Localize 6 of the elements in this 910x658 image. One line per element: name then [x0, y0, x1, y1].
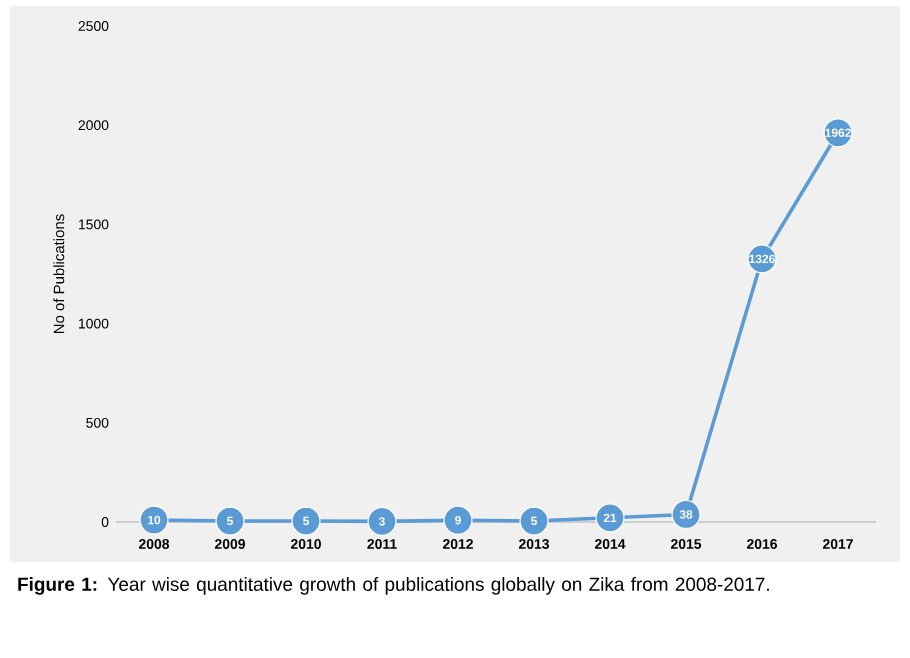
- point: [443, 505, 473, 535]
- point: [367, 506, 397, 536]
- text: Figure 1: Year wise quantitative growth of publications globally on Zika from 2008-2017.: [18, 577, 769, 595]
- point: [215, 506, 245, 536]
- point: [291, 506, 321, 536]
- point: [519, 506, 549, 536]
